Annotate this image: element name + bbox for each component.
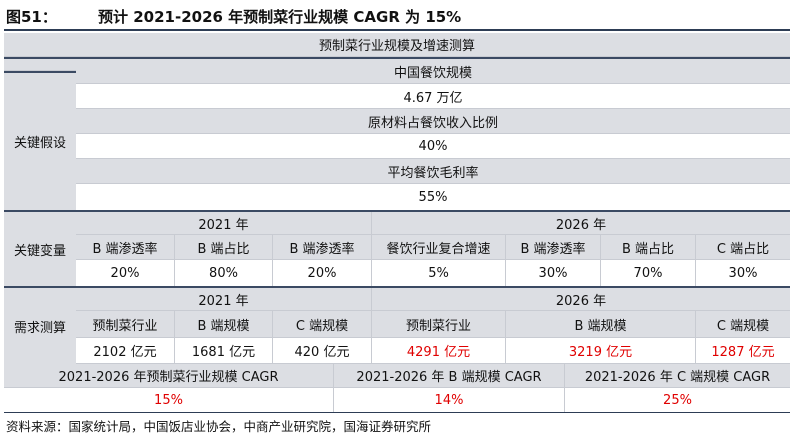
- year-2021: 2021 年: [76, 288, 372, 311]
- cagr-value-row: 15% 14% 25%: [4, 388, 790, 412]
- variable-name: B 端渗透率: [273, 235, 372, 260]
- variable-name: C 端占比: [696, 235, 790, 260]
- demand-value-highlight: 4291 亿元: [372, 338, 506, 364]
- cagr-name-row: 2021-2026 年预制菜行业规模 CAGR 2021-2026 年 B 端规…: [4, 364, 790, 388]
- figure-number: 图51：: [6, 8, 57, 26]
- demand-name-row: 预制菜行业 B 端规模 C 端规模 预制菜行业 B 端规模 C 端规模: [76, 311, 790, 338]
- variables-value-row: 20% 80% 20% 5% 30% 70% 30%: [76, 260, 790, 286]
- source-note: 资料来源：国家统计局，中国饭店业协会，中商产业研究院，国海证券研究所: [6, 419, 432, 434]
- assumption-name: 平均餐饮毛利率: [76, 159, 790, 184]
- title-rule: [4, 29, 790, 31]
- table-row: 4.67 万亿: [76, 84, 790, 109]
- demand-year-row: 2021 年 2026 年: [76, 286, 790, 311]
- variable-value: 80%: [175, 260, 273, 286]
- table-row: 原材料占餐饮收入比例: [76, 109, 790, 134]
- variable-name: B 端渗透率: [506, 235, 601, 260]
- demand-name: 预制菜行业: [76, 311, 175, 338]
- variables-year-row: 2021 年 2026 年: [76, 210, 790, 235]
- figure-title-text: 预计 2021-2026 年预制菜行业规模 CAGR 为 15%: [98, 8, 462, 26]
- variable-name: 餐饮行业复合增速: [372, 235, 506, 260]
- demand-value: 2102 亿元: [76, 338, 175, 364]
- demand-value-highlight: 1287 亿元: [696, 338, 790, 364]
- variable-value: 30%: [506, 260, 601, 286]
- table-header: 预制菜行业规模及增速测算: [318, 39, 475, 54]
- demand-value-highlight: 3219 亿元: [506, 338, 696, 364]
- bottom-rule: [4, 412, 790, 413]
- table-row: 中国餐饮规模: [76, 59, 790, 84]
- year-2026: 2026 年: [372, 288, 790, 311]
- variable-name: B 端占比: [175, 235, 273, 260]
- variable-value: 30%: [696, 260, 790, 286]
- variables-name-row: B 端渗透率 B 端占比 B 端渗透率 餐饮行业复合增速 B 端渗透率 B 端占…: [76, 235, 790, 260]
- cagr-value: 15%: [4, 388, 334, 412]
- cagr-value: 14%: [334, 388, 565, 412]
- demand-value-row: 2102 亿元 1681 亿元 420 亿元 4291 亿元 3219 亿元 1…: [76, 338, 790, 364]
- projection-table: 预制菜行业规模及增速测算 关键假设 中国餐饮规模 4.67 万亿 原材料占餐饮收…: [4, 33, 790, 412]
- variables-label: 关键变量: [4, 210, 76, 286]
- assumption-value: 4.67 万亿: [76, 84, 790, 109]
- variable-value: 70%: [601, 260, 696, 286]
- year-2026: 2026 年: [372, 212, 790, 235]
- assumption-name: 原材料占餐饮收入比例: [76, 109, 790, 134]
- demand-name: C 端规模: [273, 311, 372, 338]
- figure-title: 图51： 预计 2021-2026 年预制菜行业规模 CAGR 为 15%: [6, 6, 461, 28]
- cagr-name: 2021-2026 年 C 端规模 CAGR: [565, 364, 790, 388]
- demand-value: 1681 亿元: [175, 338, 273, 364]
- demand-name: C 端规模: [696, 311, 790, 338]
- assumptions-label: 关键假设: [4, 71, 76, 210]
- demand-name: 预制菜行业: [372, 311, 506, 338]
- assumption-value: 40%: [76, 134, 790, 159]
- cagr-name: 2021-2026 年预制菜行业规模 CAGR: [4, 364, 334, 388]
- table-header-row: 预制菜行业规模及增速测算: [4, 33, 790, 57]
- variable-value: 20%: [76, 260, 175, 286]
- table-row: 平均餐饮毛利率: [76, 159, 790, 184]
- table-row: 40%: [76, 134, 790, 159]
- variable-name: B 端渗透率: [76, 235, 175, 260]
- variable-name: B 端占比: [601, 235, 696, 260]
- variable-value: 5%: [372, 260, 506, 286]
- assumption-name: 中国餐饮规模: [76, 59, 790, 84]
- demand-name: B 端规模: [175, 311, 273, 338]
- variable-value: 20%: [273, 260, 372, 286]
- assumption-value: 55%: [76, 184, 790, 210]
- cagr-name: 2021-2026 年 B 端规模 CAGR: [334, 364, 565, 388]
- cagr-value: 25%: [565, 388, 790, 412]
- demand-name: B 端规模: [506, 311, 696, 338]
- year-2021: 2021 年: [76, 212, 372, 235]
- demand-value: 420 亿元: [273, 338, 372, 364]
- demand-label: 需求测算: [4, 286, 76, 364]
- table-row: 55%: [76, 184, 790, 210]
